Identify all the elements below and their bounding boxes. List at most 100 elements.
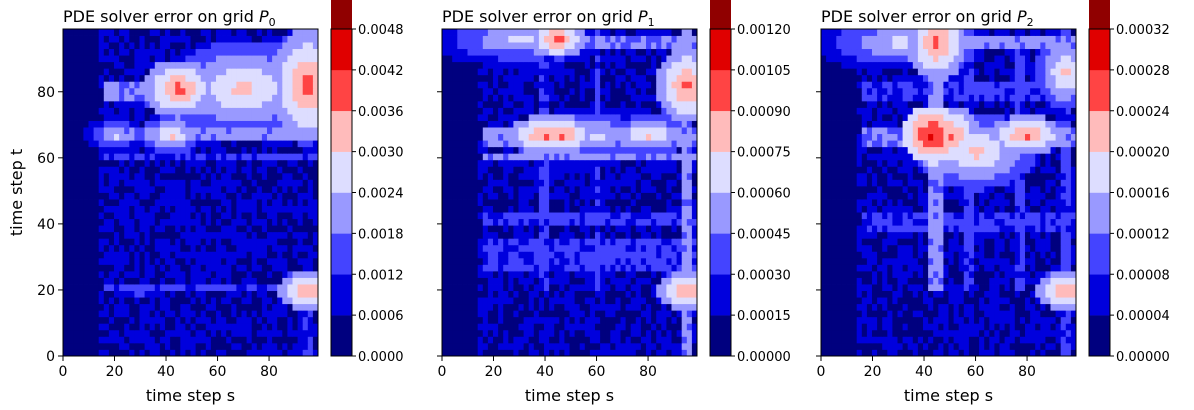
heatmap-cell bbox=[533, 270, 540, 278]
heatmap-cell bbox=[154, 114, 161, 121]
heatmap-cell bbox=[457, 172, 463, 180]
heatmap-cell bbox=[221, 120, 227, 128]
heatmap-cell bbox=[595, 179, 601, 187]
heatmap-cell bbox=[159, 270, 166, 278]
heatmap-cell bbox=[686, 231, 693, 239]
heatmap-cell bbox=[544, 55, 550, 63]
heatmap-cell bbox=[635, 205, 642, 213]
heatmap-cell bbox=[216, 218, 222, 226]
heatmap-cell bbox=[221, 303, 227, 311]
heatmap-cell bbox=[538, 35, 545, 43]
heatmap-cell bbox=[195, 231, 202, 239]
heatmap-cell bbox=[312, 107, 319, 115]
heatmap-cell bbox=[119, 244, 125, 252]
heatmap-cell bbox=[251, 140, 258, 148]
heatmap-cell bbox=[124, 61, 130, 69]
heatmap-cell bbox=[691, 61, 698, 69]
heatmap-cell bbox=[467, 120, 473, 128]
heatmap-cell bbox=[457, 159, 463, 167]
heatmap-cell bbox=[103, 172, 110, 180]
colorbar-tick-label: 0.0024 bbox=[358, 187, 404, 202]
heatmap-cell bbox=[477, 303, 484, 311]
heatmap-cell bbox=[651, 120, 657, 128]
heatmap-cell bbox=[175, 349, 181, 357]
heatmap-cell bbox=[267, 185, 273, 193]
heatmap-cell bbox=[442, 48, 448, 56]
heatmap-cell bbox=[498, 225, 504, 233]
heatmap-cell bbox=[226, 225, 232, 233]
heatmap-cell bbox=[251, 68, 258, 76]
heatmap-cell bbox=[508, 270, 514, 278]
heatmap-cell bbox=[78, 336, 84, 344]
heatmap-cell bbox=[134, 270, 140, 278]
heatmap-cell bbox=[144, 68, 151, 76]
heatmap-cell bbox=[482, 127, 489, 135]
heatmap-cell bbox=[78, 251, 84, 259]
heatmap-cell bbox=[216, 29, 222, 36]
heatmap-cell bbox=[103, 29, 110, 36]
heatmap-cell bbox=[144, 120, 151, 128]
heatmap-cell bbox=[93, 342, 100, 350]
heatmap-cell bbox=[231, 349, 237, 357]
heatmap-cell bbox=[205, 310, 212, 318]
heatmap-cell bbox=[528, 284, 535, 291]
heatmap-cell bbox=[159, 107, 166, 115]
heatmap-cell bbox=[528, 166, 535, 174]
heatmap-cell bbox=[261, 225, 268, 233]
heatmap-cell bbox=[656, 257, 662, 265]
heatmap-cell bbox=[442, 100, 448, 108]
heatmap-cell bbox=[114, 192, 120, 200]
heatmap-cell bbox=[63, 244, 69, 252]
heatmap-cell bbox=[190, 323, 196, 331]
heatmap-cell bbox=[226, 100, 232, 108]
heatmap-cell bbox=[170, 244, 176, 252]
heatmap-cell bbox=[297, 55, 304, 63]
heatmap-cell bbox=[312, 87, 319, 95]
heatmap-cell bbox=[661, 264, 667, 272]
heatmap-cell bbox=[477, 316, 484, 324]
heatmap-cell bbox=[93, 303, 100, 311]
heatmap-cell bbox=[170, 342, 176, 350]
heatmap-cell bbox=[119, 185, 125, 193]
heatmap-cell bbox=[297, 140, 304, 148]
heatmap-cell bbox=[88, 225, 94, 233]
heatmap-cell bbox=[195, 349, 202, 357]
heatmap-cell bbox=[686, 192, 693, 200]
heatmap-cell bbox=[640, 284, 647, 291]
heatmap-cell bbox=[610, 166, 616, 174]
heatmap-cell bbox=[83, 42, 89, 50]
heatmap-cell bbox=[579, 114, 586, 121]
heatmap-cell bbox=[600, 277, 606, 285]
heatmap-cell bbox=[251, 231, 258, 239]
heatmap-cell bbox=[559, 48, 565, 56]
heatmap-cell bbox=[600, 133, 606, 141]
heatmap-cell bbox=[216, 244, 222, 252]
heatmap-cell bbox=[93, 323, 100, 331]
heatmap-cell bbox=[447, 42, 453, 50]
heatmap-cell bbox=[487, 310, 494, 318]
heatmap-cells bbox=[63, 29, 319, 357]
heatmap-cell bbox=[165, 264, 171, 272]
heatmap-cell bbox=[457, 94, 463, 102]
heatmap-cell bbox=[559, 231, 565, 239]
heatmap-cell bbox=[528, 303, 535, 311]
heatmap-cell bbox=[442, 172, 448, 180]
heatmap-cell bbox=[595, 284, 601, 291]
heatmap-cell bbox=[564, 55, 570, 63]
heatmap-cell bbox=[103, 199, 110, 206]
heatmap-cell bbox=[646, 277, 652, 285]
heatmap-cell bbox=[144, 192, 151, 200]
heatmap-cell bbox=[241, 120, 247, 128]
heatmap-cell bbox=[615, 329, 621, 337]
heatmap-cell bbox=[231, 336, 237, 344]
heatmap-cell bbox=[287, 166, 293, 174]
heatmap-cell bbox=[482, 277, 489, 285]
heatmap-cell bbox=[538, 199, 545, 206]
heatmap-cell bbox=[676, 74, 683, 82]
heatmap-cell bbox=[533, 310, 540, 318]
heatmap-cell bbox=[200, 133, 207, 141]
heatmap-cell bbox=[272, 87, 278, 95]
heatmap-cell bbox=[195, 329, 202, 337]
heatmap-cell bbox=[487, 172, 494, 180]
heatmap-cell bbox=[190, 100, 196, 108]
